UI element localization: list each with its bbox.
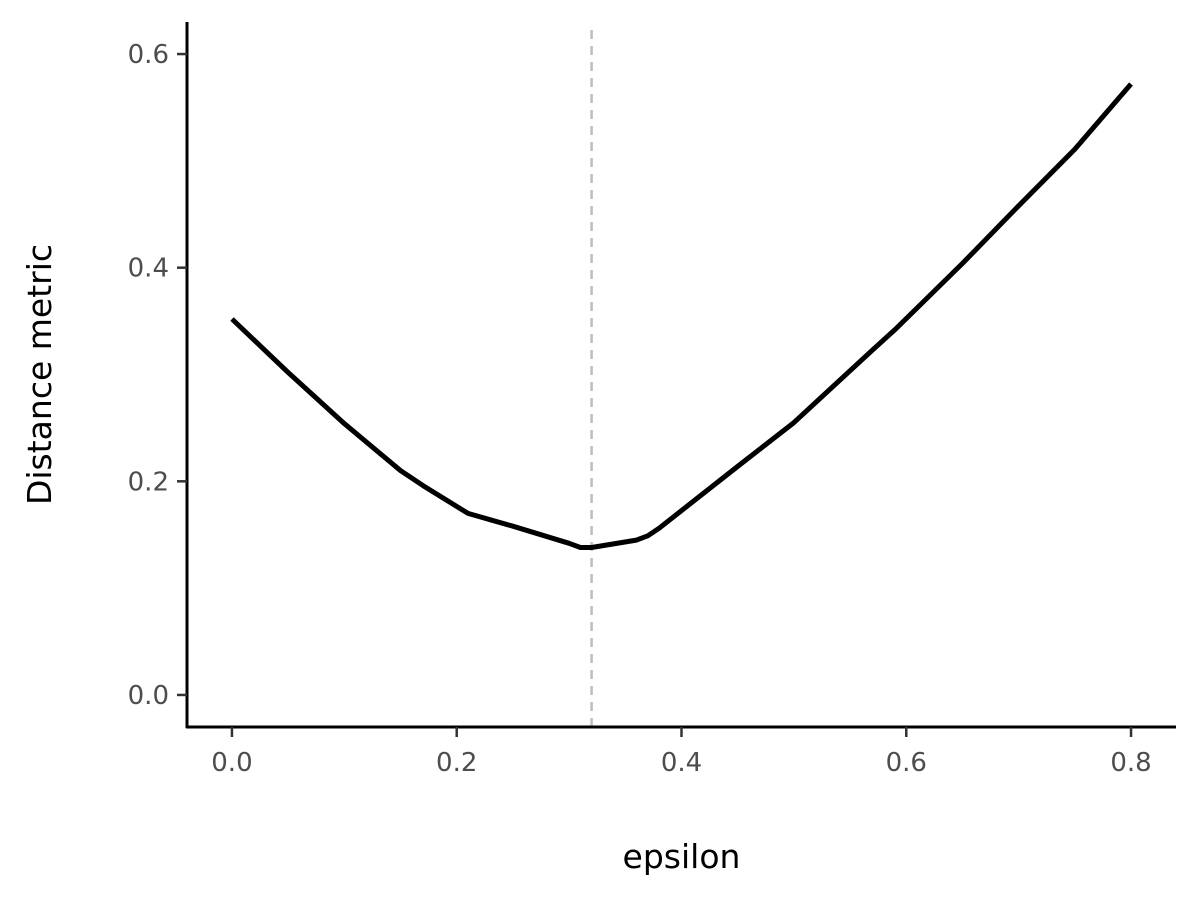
y-axis-ticks: 0.0 0.2 0.4 0.6 [128,40,187,711]
series-line-1 [230,82,1133,550]
y-tick-label: 0.6 [128,40,169,70]
y-tick-label: 0.4 [128,254,169,284]
x-tick-label: 0.2 [436,748,477,778]
y-axis-title: Distance metric [20,244,59,505]
x-tick-label: 0.0 [211,748,252,778]
x-tick-label: 0.4 [661,748,702,778]
plot-area [230,30,1133,727]
x-tick-label: 0.6 [886,748,927,778]
x-axis-title: epsilon [623,837,741,876]
x-tick-label: 0.8 [1110,748,1151,778]
y-tick-label: 0.0 [128,681,169,711]
y-tick-label: 0.2 [128,467,169,497]
x-axis-ticks: 0.0 0.2 0.4 0.6 0.8 [211,727,1152,778]
